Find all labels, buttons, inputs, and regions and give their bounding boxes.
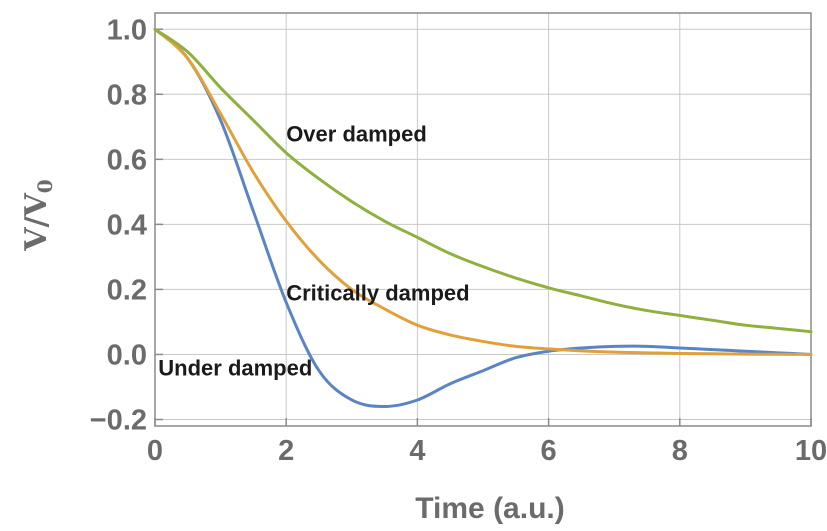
y-axis-title-main: V/V <box>19 192 54 251</box>
plot-frame <box>154 12 812 427</box>
axis-ticks <box>154 28 812 426</box>
y-axis-title-subscript: 0 <box>33 179 57 193</box>
series-line-under-damped <box>153 27 813 408</box>
y-axis-title: V/V0 <box>19 179 57 251</box>
x-tick-label: 4 <box>409 435 425 467</box>
tick-labels: 0 2 4 6 8 10 −0.2 0.0 0.2 0.4 0.6 0.8 1.0 <box>90 14 827 467</box>
y-tick-label: 0.4 <box>107 209 147 241</box>
annotation-over-damped: Over damped <box>286 121 427 146</box>
annotation-under-damped: Under damped <box>158 355 312 380</box>
curve-annotations: Over damped Critically damped Under damped <box>158 121 469 380</box>
y-tick-label: 0.0 <box>107 339 147 371</box>
x-tick-label: 8 <box>672 435 688 467</box>
x-tick-label: 0 <box>147 435 163 467</box>
y-tick-label: 0.8 <box>107 79 147 111</box>
x-tick-label: 10 <box>795 435 827 467</box>
y-tick-label: 0.2 <box>107 274 147 306</box>
y-tick-label: 0.6 <box>107 144 147 176</box>
x-tick-label: 2 <box>278 435 294 467</box>
x-tick-label: 6 <box>541 435 557 467</box>
series-lines <box>153 27 813 408</box>
annotation-critically-damped: Critically damped <box>286 281 469 306</box>
series-line-over-damped <box>153 27 813 334</box>
y-tick-label: 1.0 <box>107 14 147 46</box>
x-axis-title: Time (a.u.) <box>415 492 564 525</box>
series-line-critically-damped <box>153 27 813 356</box>
y-tick-label: −0.2 <box>90 404 147 436</box>
